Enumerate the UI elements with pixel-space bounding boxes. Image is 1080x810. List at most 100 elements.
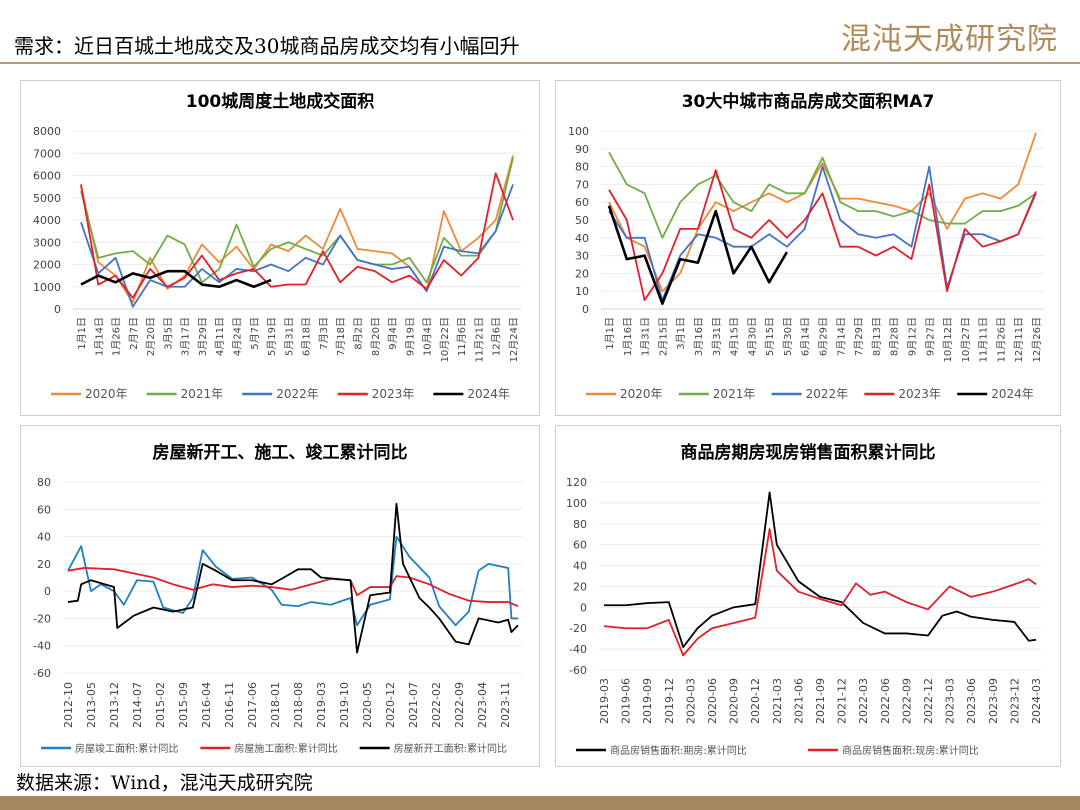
x-tick-label: 8月20日 [370,317,382,356]
x-tick-label: 6月18日 [301,317,313,356]
x-tick-label: 8月28日 [889,317,901,356]
x-tick-label: 4月30日 [746,317,758,356]
x-tick-label: 5月15日 [764,317,776,356]
x-tick-label: 3月5日 [162,317,174,350]
series-line-0 [604,491,1037,648]
x-tick-label: 7月29日 [853,317,865,356]
x-tick-label: 2月20日 [145,317,157,356]
y-tick-label: 3000 [33,236,61,249]
x-tick-label: 2022-03 [857,678,870,724]
page-title: 需求：近日百城土地成交及30城商品房成交均有小幅回升 [14,34,520,58]
legend-label: 2023年 [898,387,941,401]
y-tick-label: 90 [575,143,589,156]
x-tick-label: 3月1日 [675,317,687,350]
series-line-0 [80,155,514,304]
y-tick-label: 80 [37,476,51,489]
y-tick-label: 7000 [33,147,61,160]
series-line-1 [608,151,1037,239]
x-tick-label: 11月11日 [978,317,990,362]
x-tick-label: 10月22日 [439,317,451,362]
x-tick-label: 2014-07 [131,682,144,728]
chart-title: 30大中城市商品房成交面积MA7 [682,91,935,112]
y-tick-label: 0 [44,585,51,598]
x-tick-label: 2018-08 [292,682,305,728]
x-tick-label: 2022-02 [430,682,443,728]
chart-svg: 100城周度土地成交面积 0 1000 2000 3000 4000 5000 6000 700… [33,91,521,401]
chart-svg: 30大中城市商品房成交面积MA7 0 10 20 30 40 50 60 70 80 90 100 1月… [568,91,1044,401]
x-tick-label: 2022-12 [922,678,935,724]
y-tick-label: 2000 [33,259,61,272]
x-tick-label: 3月16日 [693,317,705,356]
x-tick-label: 1月31日 [640,317,652,356]
y-tick-label: -40 [33,640,51,653]
chart-presale-vs-completed-sales: 商品房期房现房销售面积累计同比 -60 -40 -20 0 20 40 60 80 100 120 2… [555,425,1061,767]
header: 需求：近日百城土地成交及30城商品房成交均有小幅回升 混沌天成研究院 [0,0,1080,62]
series-line-1 [603,528,1037,657]
legend-label: 商品房销售面积:现房:累计同比 [842,744,979,757]
x-tick-label: 1月16日 [622,317,634,356]
x-tick-label: 2023-12 [1008,678,1021,724]
x-tick-label: 2020-03 [684,678,697,724]
legend-label: 2020年 [620,387,663,401]
chart-svg: 商品房期房现房销售面积累计同比 -60 -40 -20 0 20 40 60 80 100 120 2… [566,442,1043,757]
x-tick-label: 2021-06 [792,678,805,724]
series-line-4 [607,205,789,305]
x-tick-label: 12月6日 [491,317,503,356]
x-tick-label: 2019-12 [663,678,676,724]
x-tick-label: 2015-02 [154,682,167,728]
legend-label: 商品房销售面积:期房:累计同比 [610,744,747,757]
logo: 混沌天成研究院 [841,22,1058,57]
chart-title: 100城周度土地成交面积 [186,91,375,112]
series-line-3 [608,169,1037,302]
x-tick-label: 2023-09 [987,678,1000,724]
x-tick-label: 1月26日 [111,317,123,356]
y-tick-label: 10 [575,285,589,298]
legend-label: 2021年 [181,387,224,401]
legend-label: 房屋新开工面积:累计同比 [394,742,507,755]
x-tick-label: 6月14日 [800,317,812,356]
x-tick-label: 2023-03 [944,678,957,724]
x-tick-label: 8月2日 [352,317,364,350]
series-line-3 [80,172,514,299]
x-tick-label: 1月1日 [76,317,88,350]
x-tick-label: 2021-03 [771,678,784,724]
x-tick-label: 2021-07 [407,682,420,728]
x-tick-label: 2015-09 [177,682,190,728]
x-tick-label: 2023-06 [965,678,978,724]
x-tick-label: 2020-06 [706,678,719,724]
series-line-2 [67,502,519,654]
x-tick-label: 2月15日 [657,317,669,356]
series-line-0 [67,535,518,627]
x-tick-label: 2012-10 [62,682,75,728]
legend-label: 2023年 [372,387,415,401]
x-tick-label: 12月24日 [508,317,520,362]
x-tick-label: 9月4日 [387,317,399,350]
series-line-1 [67,567,519,607]
series-line-2 [80,184,514,308]
y-tick-label: 5000 [33,192,61,205]
y-tick-label: 80 [575,161,589,174]
legend-label: 2021年 [713,387,756,401]
legend-label: 2024年 [467,387,510,401]
x-tick-label: 2022-06 [879,678,892,724]
x-tick-label: 2月7日 [128,317,140,350]
x-tick-label: 2016-04 [200,682,213,728]
x-tick-label: 11月6日 [456,317,468,356]
legend-label: 房屋施工面积:累计同比 [234,742,337,755]
series-line-4 [80,269,272,289]
y-tick-label: 30 [575,250,589,263]
header-divider [0,62,1080,64]
y-tick-label: 40 [37,531,51,544]
x-tick-label: 2023-11 [499,682,512,728]
y-tick-label: 80 [573,518,587,531]
x-tick-label: 2019-03 [315,682,328,728]
x-tick-label: 8月13日 [871,317,883,356]
series-line-2 [608,165,1037,302]
y-tick-label: -40 [569,643,587,656]
x-tick-label: 7月14日 [835,317,847,356]
x-tick-label: 10月27日 [960,317,972,362]
x-tick-label: 5月19日 [266,317,278,356]
x-tick-label: 12月11日 [1013,317,1025,362]
x-tick-label: 12月26日 [1031,317,1043,362]
y-tick-label: 8000 [33,125,61,138]
